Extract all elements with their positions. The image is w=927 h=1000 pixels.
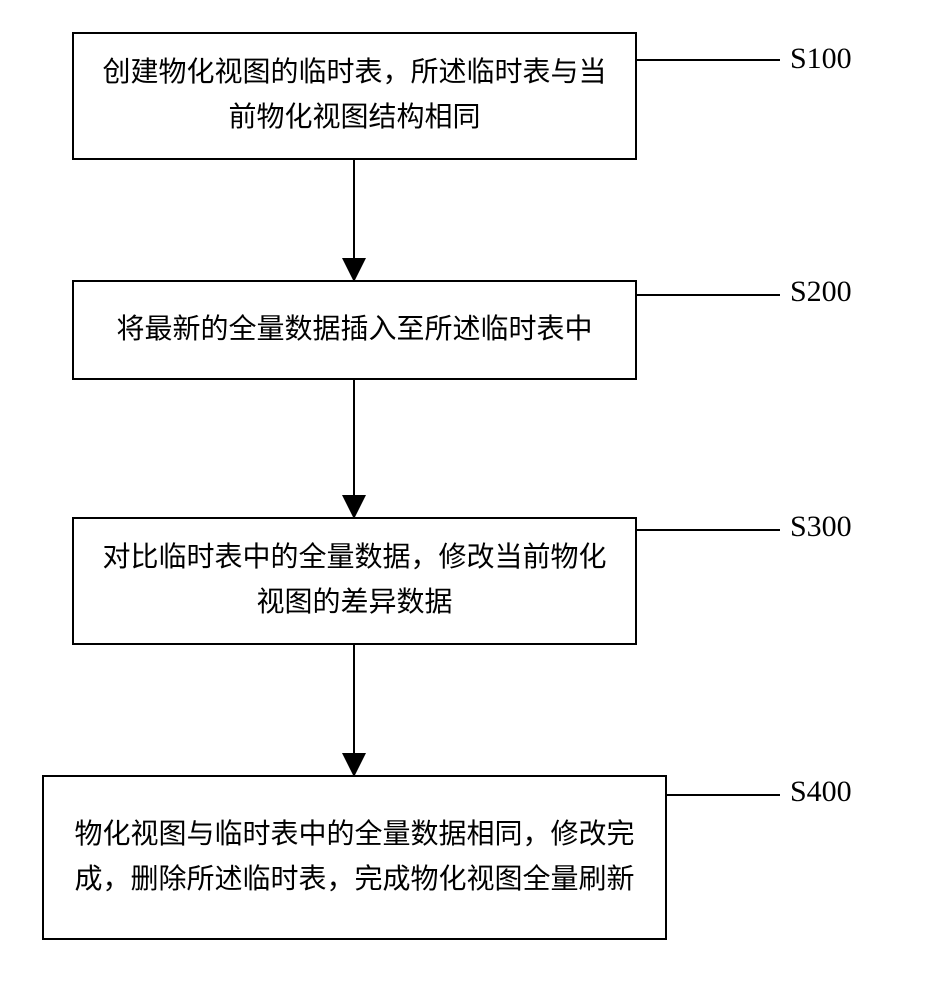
label-s200: S200 [790,275,852,309]
flowchart-container: 创建物化视图的临时表，所述临时表与当前物化视图结构相同 S100 将最新的全量数… [0,0,927,1000]
node-s300-text: 对比临时表中的全量数据，修改当前物化视图的差异数据 [94,536,615,626]
node-s100-text: 创建物化视图的临时表，所述临时表与当前物化视图结构相同 [94,51,615,141]
label-s300: S300 [790,510,852,544]
node-s400-text: 物化视图与临时表中的全量数据相同，修改完成，删除所述临时表，完成物化视图全量刷新 [64,813,645,903]
node-s200: 将最新的全量数据插入至所述临时表中 [72,280,637,380]
node-s400: 物化视图与临时表中的全量数据相同，修改完成，删除所述临时表，完成物化视图全量刷新 [42,775,667,940]
node-s100: 创建物化视图的临时表，所述临时表与当前物化视图结构相同 [72,32,637,160]
node-s300: 对比临时表中的全量数据，修改当前物化视图的差异数据 [72,517,637,645]
node-s200-text: 将最新的全量数据插入至所述临时表中 [116,308,592,353]
label-s100: S100 [790,42,852,76]
label-s400: S400 [790,775,852,809]
